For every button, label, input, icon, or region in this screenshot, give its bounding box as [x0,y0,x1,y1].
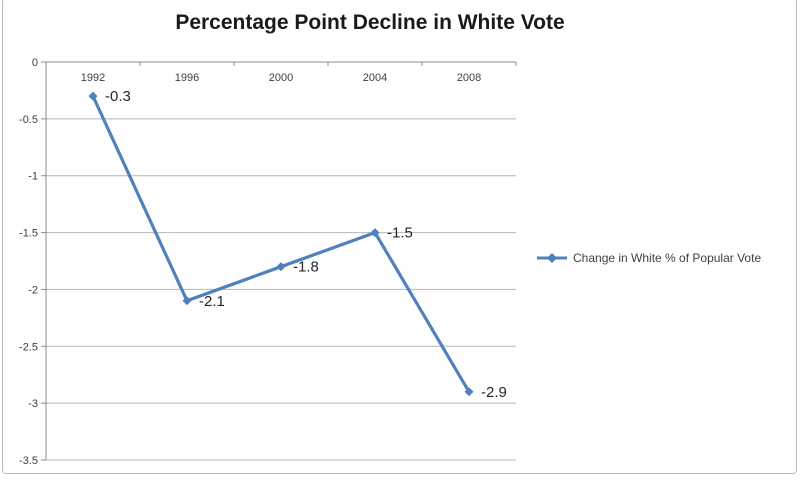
x-tick-label: 2000 [269,72,293,84]
data-point-marker [464,387,474,397]
y-tick-label: -1.5 [19,228,38,240]
series-line [91,94,471,394]
data-label: -2.1 [199,293,225,310]
data-label: -2.9 [481,384,507,401]
data-label: -0.3 [105,88,131,105]
x-tick-label: 1996 [175,72,199,84]
data-label: -1.5 [387,225,413,242]
legend-label: Change in White % of Popular Vote [573,251,762,265]
x-tick-label: 2008 [457,72,481,84]
y-tick-label: -1 [28,171,38,183]
y-tick-label: 0 [32,57,38,69]
chart-frame [2,0,797,474]
data-point-marker [370,228,380,238]
y-tick-label: -2 [28,284,38,296]
x-tick-label: 2004 [363,72,387,84]
legend-line-marker-icon [537,253,567,263]
data-point-marker [276,262,286,272]
y-tick-label: -3 [28,398,38,410]
legend-diamond-icon [547,253,557,263]
y-tick-label: -3.5 [19,455,38,467]
data-point-marker [88,91,98,101]
chart-title: Percentage Point Decline in White Vote [175,11,565,34]
data-label: -1.8 [293,259,319,276]
y-tick-label: -2.5 [19,341,38,353]
x-tick-label: 1992 [81,72,105,84]
legend: Change in White % of Popular Vote [536,250,761,266]
data-point-marker [182,296,192,306]
y-tick-label: -0.5 [19,114,38,126]
